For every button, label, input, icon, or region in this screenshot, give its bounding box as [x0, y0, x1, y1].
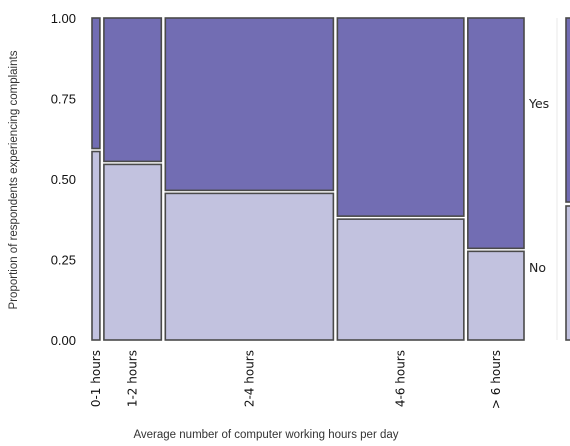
- tile-no-4: [467, 250, 525, 341]
- x-tick-label: 1-2 hours: [126, 350, 140, 407]
- side-strip-no: [565, 205, 570, 341]
- y-tick-label: 0.50: [51, 172, 76, 187]
- tile-yes-2: [164, 17, 335, 192]
- tile-no-3: [336, 218, 465, 341]
- yes-label: Yes: [528, 96, 549, 111]
- x-tick-label: 4-6 hours: [394, 350, 408, 407]
- tile-yes-1: [103, 17, 163, 163]
- tile-yes-3: [336, 17, 465, 217]
- y-axis-title: Proportion of respondents experiencing c…: [8, 50, 20, 309]
- side-strip-yes: [565, 17, 570, 203]
- x-tick-label: > 6 hours: [489, 350, 503, 409]
- y-tick-label: 1.00: [51, 11, 76, 26]
- no-label: No: [529, 260, 546, 275]
- x-axis-title: Average number of computer working hours…: [133, 429, 398, 441]
- y-tick-label: 0.25: [51, 253, 76, 268]
- tile-no-0: [91, 150, 101, 341]
- x-tick-label: 2-4 hours: [242, 350, 256, 407]
- y-tick-labels: 0.00 0.25 0.50 0.75 1.00: [51, 11, 76, 348]
- y-tick-label: 0.75: [51, 92, 76, 107]
- tile-no-1: [103, 163, 163, 341]
- x-tick-labels: 0-1 hours 1-2 hours 2-4 hours 4-6 hours > 6 …: [89, 350, 503, 409]
- x-tick-label: 0-1 hours: [89, 350, 103, 407]
- tile-no-2: [164, 192, 335, 341]
- side-strip: [556, 17, 570, 341]
- tiles-layer: [91, 17, 525, 341]
- tile-yes-0: [91, 17, 101, 150]
- tile-yes-4: [467, 17, 525, 250]
- y-tick-label: 0.00: [51, 333, 76, 348]
